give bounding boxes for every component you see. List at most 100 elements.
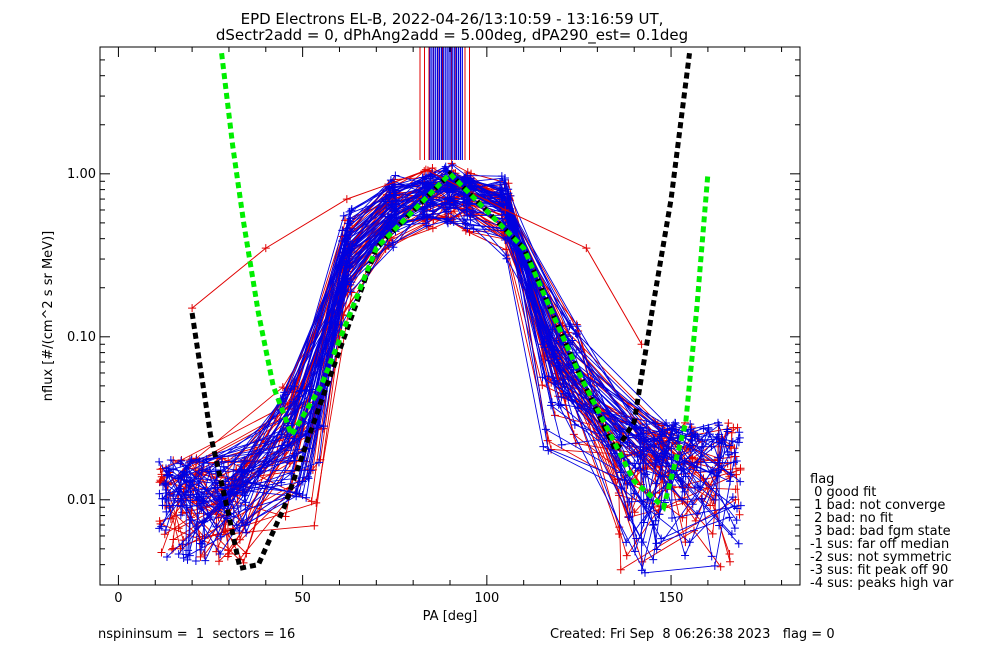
data-point [649, 520, 658, 529]
data-point [572, 348, 581, 357]
data-point [730, 502, 739, 511]
data-point [343, 249, 352, 258]
data-point [716, 562, 725, 571]
data-point [735, 510, 744, 519]
data-point [541, 425, 550, 434]
data-point [443, 207, 452, 216]
blue-trace-40 [168, 193, 737, 496]
data-point [279, 394, 288, 403]
data-point [422, 221, 431, 230]
data-point [467, 169, 476, 178]
data-point [314, 458, 323, 467]
data-point [388, 200, 397, 209]
data-point [160, 530, 169, 539]
data-point [200, 517, 209, 526]
data-point [221, 483, 230, 492]
data-point [730, 524, 739, 533]
data-layer [155, 47, 745, 577]
data-point [169, 492, 178, 501]
data-point [733, 423, 742, 432]
data-point [699, 424, 708, 433]
blue-trace-33 [223, 167, 696, 510]
data-point [176, 484, 185, 493]
data-point [215, 557, 224, 566]
data-point [724, 419, 733, 428]
data-point [235, 526, 244, 535]
data-point [449, 217, 458, 226]
x-tick-label: 0 [114, 591, 122, 606]
data-point [463, 199, 472, 208]
data-point [725, 441, 734, 450]
legend-item: -2 sus: not symmetric [810, 550, 952, 565]
data-point [160, 479, 169, 488]
legend-item: -3 sus: fit peak off 90 [810, 563, 948, 578]
data-point [197, 545, 206, 554]
data-point [506, 204, 515, 213]
data-point [202, 455, 211, 464]
data-point [461, 220, 470, 229]
blue-trace-28 [184, 213, 687, 503]
data-point [501, 205, 510, 214]
data-point [728, 493, 737, 502]
red-trace-12 [195, 201, 694, 559]
data-point [310, 521, 319, 530]
data-point [388, 238, 397, 247]
data-point [559, 375, 568, 384]
data-point [692, 510, 701, 519]
data-point [156, 476, 165, 485]
data-point [237, 465, 246, 474]
data-point [280, 388, 289, 397]
data-point [213, 483, 222, 492]
data-point [624, 513, 633, 522]
red-trace-17 [160, 206, 733, 539]
data-point [236, 501, 245, 510]
data-point [229, 504, 238, 513]
data-point [339, 211, 348, 220]
data-point [736, 465, 745, 474]
data-point [345, 207, 354, 216]
data-point [157, 522, 166, 531]
data-point [315, 421, 324, 430]
data-point [243, 518, 252, 527]
y-tick-label: 0.01 [67, 493, 96, 508]
data-point [448, 160, 457, 169]
data-point [620, 476, 629, 485]
data-point [731, 485, 740, 494]
data-point [281, 512, 290, 521]
data-point [423, 202, 432, 211]
data-point [185, 551, 194, 560]
data-point [622, 551, 631, 560]
data-point [165, 470, 174, 479]
data-point [298, 477, 307, 486]
data-point [162, 552, 171, 561]
data-point [164, 496, 173, 505]
data-point [469, 209, 478, 218]
data-point [392, 204, 401, 213]
data-point [166, 455, 175, 464]
data-point [155, 457, 164, 466]
data-point [680, 457, 689, 466]
data-point [727, 530, 736, 539]
data-point [550, 345, 559, 354]
data-point [651, 419, 660, 428]
data-point [187, 456, 196, 465]
data-point [506, 191, 515, 200]
data-point [678, 513, 687, 522]
data-point [176, 511, 185, 520]
data-point [177, 497, 186, 506]
data-point [678, 482, 687, 491]
data-point [445, 194, 454, 203]
data-point [389, 190, 398, 199]
data-point [342, 261, 351, 270]
data-point [502, 251, 511, 260]
data-point [725, 513, 734, 522]
data-point [693, 482, 702, 491]
data-point [651, 460, 660, 469]
data-point [497, 172, 506, 181]
data-point [501, 235, 510, 244]
data-point [538, 381, 547, 390]
data-point [726, 557, 735, 566]
data-point [652, 545, 661, 554]
data-point [201, 556, 210, 565]
footer-left: nspininsum = 1 sectors = 16 [98, 627, 296, 642]
